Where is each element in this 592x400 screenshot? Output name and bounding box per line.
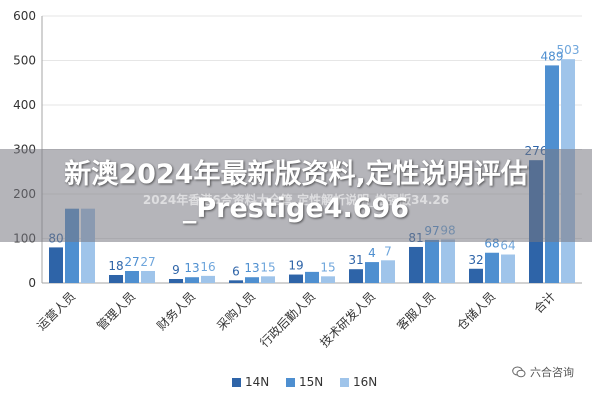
data-label: 64	[500, 239, 515, 253]
watermark: 六合咨询	[512, 364, 574, 380]
bar-16N	[441, 239, 455, 283]
banner-title-line1: 新澳2024年最新版资料,定性说明评估	[64, 159, 528, 190]
legend-swatch-16N	[340, 378, 349, 387]
data-label: 9	[172, 263, 180, 277]
bar-14N	[49, 247, 63, 283]
legend-label: 15N	[299, 375, 323, 389]
legend-label: 14N	[245, 375, 269, 389]
bar-14N	[109, 274, 123, 283]
bar-16N	[501, 254, 515, 283]
legend-swatch-14N	[232, 378, 241, 387]
bar-15N	[425, 239, 439, 283]
watermark-text: 六合咨询	[530, 366, 574, 379]
banner-subtitle: 2024年香港6合资料大全管,定性解析说明_增强版34.26	[142, 193, 450, 207]
data-label: 15	[260, 260, 275, 274]
wechat-icon	[512, 366, 526, 378]
y-tick-label: 0	[28, 276, 36, 290]
data-label: 31	[348, 253, 363, 267]
data-label: 15	[320, 260, 335, 274]
data-label: 32	[468, 253, 483, 267]
bar-16N	[141, 270, 155, 283]
x-tick-label: 运营人员	[34, 289, 78, 333]
bar-14N	[469, 268, 483, 283]
data-label: 4	[368, 246, 376, 260]
banner-title-line2: _Prestige4.696	[182, 193, 410, 224]
bar-15N	[245, 277, 259, 283]
data-label: 18	[108, 259, 123, 273]
bar-14N	[289, 274, 303, 283]
data-label: 6	[232, 264, 240, 278]
bar-14N	[169, 278, 183, 283]
data-label: 16	[200, 260, 215, 274]
bar-15N	[485, 252, 499, 283]
x-tick-label: 仓储人员	[454, 289, 499, 334]
legend-swatch-15N	[286, 378, 295, 387]
bar-16N	[381, 260, 395, 283]
data-label: 27	[124, 255, 139, 269]
y-tick-label: 400	[13, 98, 36, 112]
x-tick-label: 财务人员	[154, 289, 199, 334]
x-tick-label: 合计	[531, 289, 559, 317]
overlay-banner	[0, 149, 592, 242]
x-tick-label: 客服人员	[394, 289, 439, 334]
y-tick-label: 600	[13, 9, 36, 23]
x-tick-label: 技术研发人员	[317, 289, 379, 351]
data-label: 489	[541, 49, 564, 63]
data-label: 13	[244, 261, 259, 275]
bar-16N	[261, 276, 275, 283]
x-tick-label: 管理人员	[94, 289, 139, 334]
y-tick-label: 500	[13, 54, 36, 68]
bar-15N	[365, 262, 379, 283]
bar-15N	[125, 270, 139, 283]
data-label: 503	[557, 43, 580, 57]
bar-14N	[409, 246, 423, 283]
bar-14N	[349, 269, 363, 283]
data-label: 27	[140, 255, 155, 269]
data-label: 7	[384, 244, 392, 258]
x-tick-label: 行政后勤人员	[257, 289, 318, 350]
bar-16N	[201, 275, 215, 283]
data-label: 13	[184, 261, 199, 275]
x-tick-label: 采购人员	[214, 289, 259, 334]
bar-14N	[229, 280, 243, 283]
data-label: 19	[288, 259, 303, 273]
bar-16N	[321, 276, 335, 283]
banner-title: 新澳2024年最新版资料,定性说明评估 _Prestige4.696	[0, 158, 592, 226]
legend-label: 16N	[353, 375, 377, 389]
bar-15N	[305, 271, 319, 283]
bar-15N	[185, 277, 199, 283]
